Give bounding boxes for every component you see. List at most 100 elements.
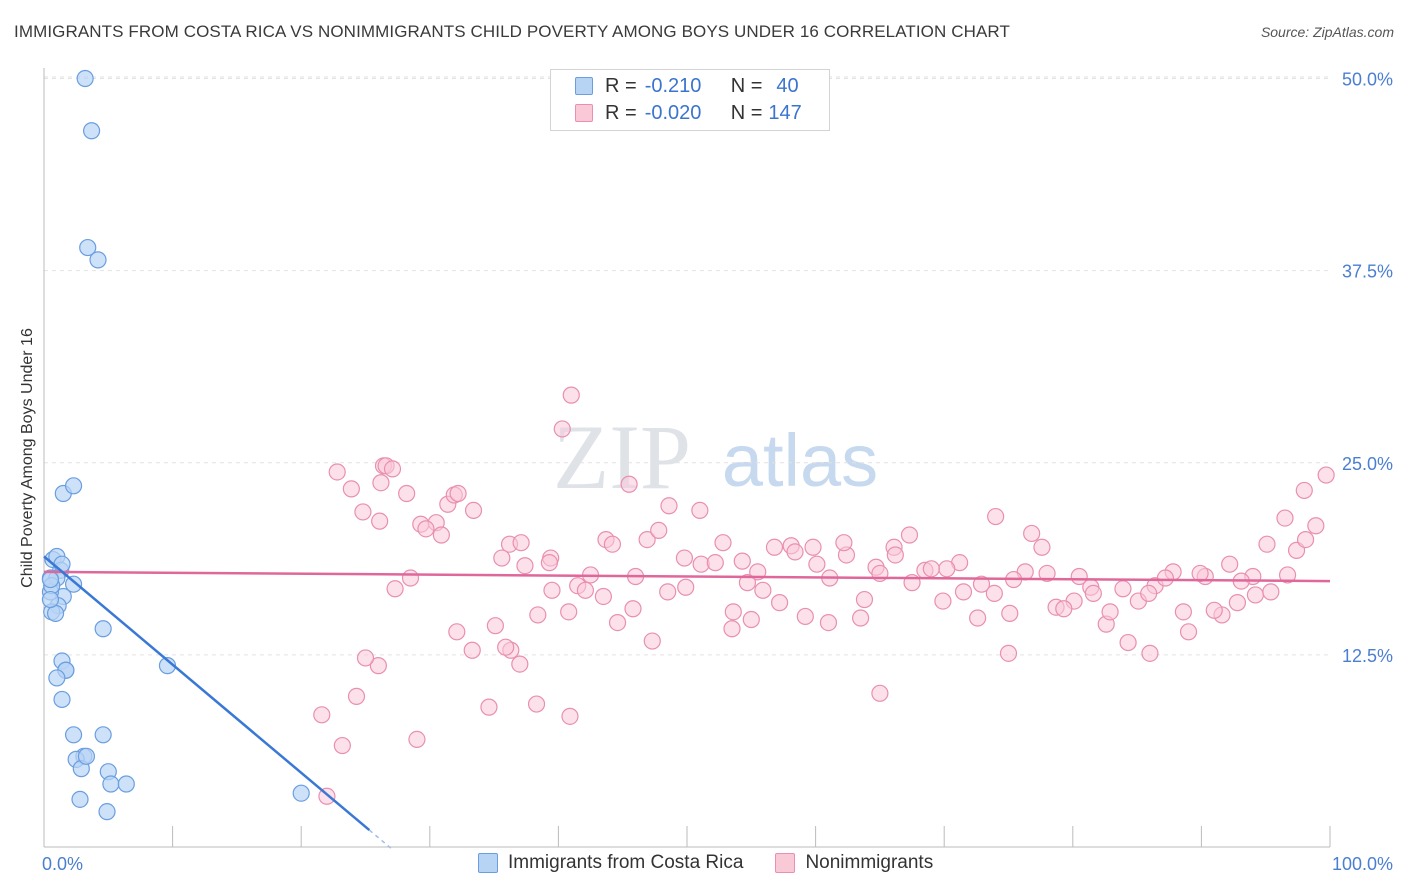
costa-rica-point [64,477,83,495]
nonimmigrants-point [765,538,784,556]
legend-n-value: 40 [776,74,799,97]
nonimmigrants-point [900,526,919,544]
nonimmigrants-point [432,526,450,544]
legend-r-value: -0.210 [644,74,702,97]
nonimmigrants-point [313,706,331,724]
nonimmigrants-point [1084,584,1102,602]
nonimmigrants-point [333,736,351,755]
series-legend-nonimmigrants: Nonimmigrants [775,852,933,874]
nonimmigrants-point [512,534,530,552]
nonimmigrants-point [527,695,546,713]
nonimmigrants-point [855,590,874,609]
nonimmigrants-point [852,609,870,627]
nonimmigrants-point [1258,535,1276,553]
watermark-zip: ZIP [553,406,691,508]
axes [43,68,1331,848]
nonimmigrants-point [1228,594,1247,612]
costa-rica-point [53,690,71,709]
nonimmigrants-point [770,594,789,612]
legend-r-label: R = [605,74,637,97]
y-tick-label: 37.5% [1342,262,1393,282]
costa-rica-point [94,620,112,638]
costa-rica-point [53,555,71,573]
nonimmigrants-point [1276,509,1294,527]
nonimmigrants-point [1246,586,1265,604]
nonimmigrants-point [1205,601,1223,619]
nonimmigrants-point [493,549,511,567]
nonimmigrants-point [1141,644,1159,662]
nonimmigrants-point [594,587,613,606]
nonimmigrants-point [386,580,404,598]
nonimmigrants-point [796,607,814,626]
nonimmigrants-point [464,501,483,519]
nonimmigrants-point [886,546,904,564]
nonimmigrants-point [999,644,1018,662]
nonimmigrants-point [328,463,346,481]
nonimmigrants-point [714,534,732,552]
legend-n-label: N = [730,101,763,124]
nonimmigrants-point [463,641,481,659]
costa-rica-point [94,726,112,744]
y-tick-label: 25.0% [1342,454,1393,474]
nonimmigrants-point [1307,517,1325,535]
nonimmigrants-point [1114,580,1132,598]
nonimmigrants-point [754,581,772,599]
nonimmigrants-point [449,484,467,503]
nonimmigrants-point [692,555,710,573]
legend-n-value: 147 [768,101,802,124]
watermark: ZIP atlas [553,406,878,508]
nonimmigrants-point [723,620,741,638]
nonimmigrants-point [972,575,991,593]
nonimmigrants-point [819,613,838,632]
nonimmigrants-point [1278,566,1297,584]
nonimmigrants-point [576,581,595,599]
costa-rica-point [64,575,83,593]
nonimmigrants-point [497,638,515,656]
y-tick-label: 12.5% [1342,646,1393,666]
nonimmigrants-point [448,623,466,641]
costa-rica-point [82,122,101,140]
correlation-legend: R = -0.210 N = 40 R = -0.020 N = 147 [550,69,830,131]
nonimmigrants-point [871,684,889,702]
nonimmigrants-point [540,554,558,572]
nonimmigrants-point [1179,623,1198,641]
nonimmigrants-point [620,475,638,493]
chart-title: IMMIGRANTS FROM COSTA RICA VS NONIMMIGRA… [14,22,1010,41]
legend-n-label: N = [730,74,763,97]
nonimmigrants-point [383,460,402,478]
series-label-nonimmigrants: Nonimmigrants [805,852,934,873]
nonimmigrants-point [934,592,952,610]
gridlines [44,76,1330,656]
legend-swatch-blue [575,77,593,95]
nonimmigrants-point [561,707,579,725]
nonimmigrants-point [738,574,757,592]
legend-row-nonimmigrants: R = -0.020 N = 147 [575,101,802,125]
series-label-costa-rica: Immigrants from Costa Rica [508,852,744,873]
nonimmigrants-point [529,606,547,624]
nonimmigrants-point [638,530,656,549]
nonimmigrants-point [1156,569,1174,587]
costa-rica-trend-line [43,555,371,832]
nonimmigrants-point [1033,538,1051,556]
nonimmigrants-point [835,534,853,552]
nonimmigrants-point [804,538,822,556]
nonimmigrants-point [1262,583,1280,601]
nonimmigrants-point [1296,530,1315,549]
nonimmigrants-point [543,581,561,599]
costa-rica-point [117,775,135,793]
nonimmigrants-point [511,655,529,673]
nonimmigrants-point [398,484,416,503]
series-swatch-pink [775,853,796,873]
nonimmigrants-point [1295,481,1313,500]
nonimmigrants-point [660,497,678,515]
tick-labels: 12.5% 25.0% 37.5% 50.0% 0.0% 100.0% [42,70,1393,875]
nonimmigrants-point [408,730,426,749]
costa-rica-point [77,747,96,765]
nonimmigrants-point [1140,584,1158,602]
nonimmigrants-point [1023,524,1041,543]
nonimmigrants-point [342,480,360,498]
nonimmigrants-point [1070,567,1088,586]
nonimmigrants-point [560,603,578,621]
series-legend: Immigrants from Costa Rica Nonimmigrants [478,852,965,874]
